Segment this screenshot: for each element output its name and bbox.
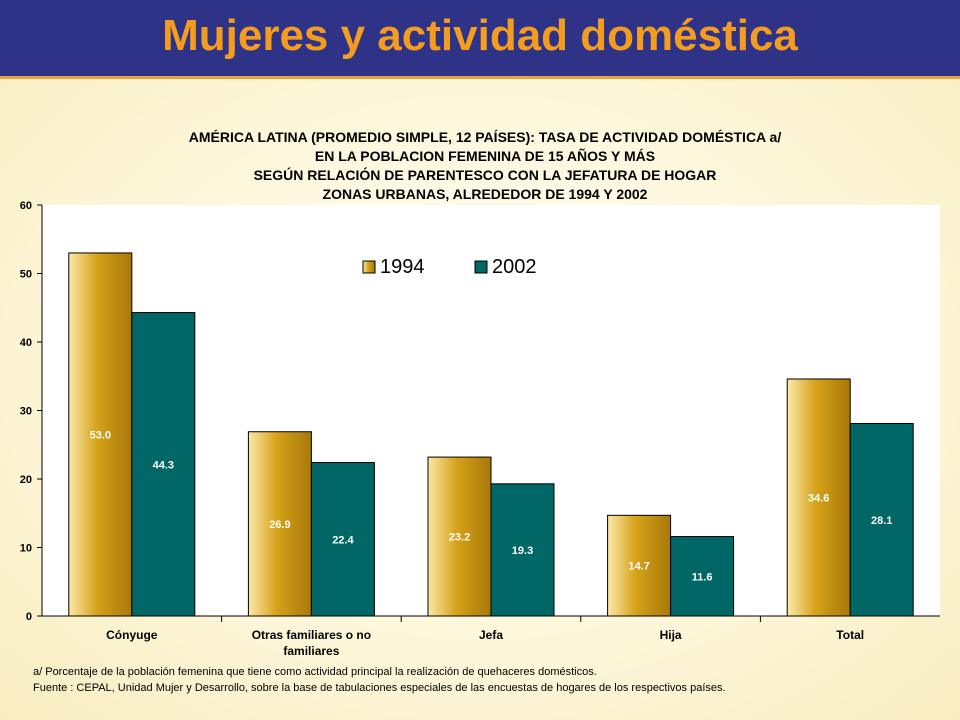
y-tick-label: 10 [20, 543, 32, 555]
source-note: Fuente : CEPAL, Unidad Mujer y Desarroll… [33, 682, 726, 694]
bar-value-label: 53.0 [90, 429, 111, 441]
legend-label-2002: 2002 [492, 256, 537, 278]
x-category-label: familiares [283, 644, 339, 658]
slide-title: Mujeres y actividad doméstica [162, 11, 798, 60]
slide-header [0, 0, 960, 76]
bar-value-label: 14.7 [628, 561, 649, 573]
bar-value-label: 19.3 [512, 545, 533, 557]
chart-title-line-2: EN LA POBLACION FEMENINA DE 15 AÑOS Y MÁ… [314, 148, 656, 164]
y-tick-label: 0 [26, 611, 32, 623]
y-tick-label: 50 [20, 269, 32, 281]
chart-title-line-3: SEGÚN RELACIÓN DE PARENTESCO CON LA JEFA… [253, 167, 717, 183]
y-tick-label: 60 [20, 200, 32, 212]
chart-title-line-4: ZONAS URBANAS, ALREDEDOR DE 1994 Y 2002 [322, 186, 648, 202]
bar-value-label: 23.2 [449, 532, 470, 544]
legend-swatch-1994 [362, 260, 376, 274]
bar-2002 [310, 462, 375, 617]
chart-title: AMÉRICA LATINA (PROMEDIO SIMPLE, 12 PAÍS… [60, 128, 910, 204]
bar-value-label: 22.4 [332, 534, 354, 546]
x-category-label: Jefa [479, 628, 503, 642]
y-tick-label: 30 [20, 406, 32, 418]
y-tick-label: 40 [20, 337, 32, 349]
x-category-label: Hija [660, 628, 682, 642]
bar-2002 [490, 483, 555, 617]
header-divider [0, 76, 960, 79]
legend-swatch-2002 [474, 260, 488, 274]
legend-label-1994: 1994 [380, 256, 425, 278]
x-category-label: Total [836, 628, 864, 642]
x-category-label: Otras familiares o no [252, 628, 371, 642]
x-category-label: Cónyuge [106, 628, 158, 642]
legend-box [341, 240, 563, 295]
footnote: a/ Porcentaje de la población femenina q… [33, 666, 597, 678]
bar-2002 [670, 536, 735, 617]
bar-value-label: 28.1 [871, 515, 892, 527]
bar-1994 [68, 252, 133, 617]
bar-1994 [247, 431, 312, 617]
bar-value-label: 26.9 [269, 519, 290, 531]
y-tick-label: 20 [20, 474, 32, 486]
bar-value-label: 34.6 [808, 492, 829, 504]
bar-2002 [849, 423, 914, 617]
bar-1994 [607, 514, 672, 617]
bar-value-label: 44.3 [153, 459, 174, 471]
chart-notes: a/ Porcentaje de la población femenina q… [33, 664, 933, 696]
bar-value-label: 11.6 [692, 571, 713, 583]
bar-1994 [427, 456, 492, 617]
chart-title-line-1: AMÉRICA LATINA (PROMEDIO SIMPLE, 12 PAÍS… [188, 129, 782, 145]
bar-2002 [131, 312, 196, 617]
